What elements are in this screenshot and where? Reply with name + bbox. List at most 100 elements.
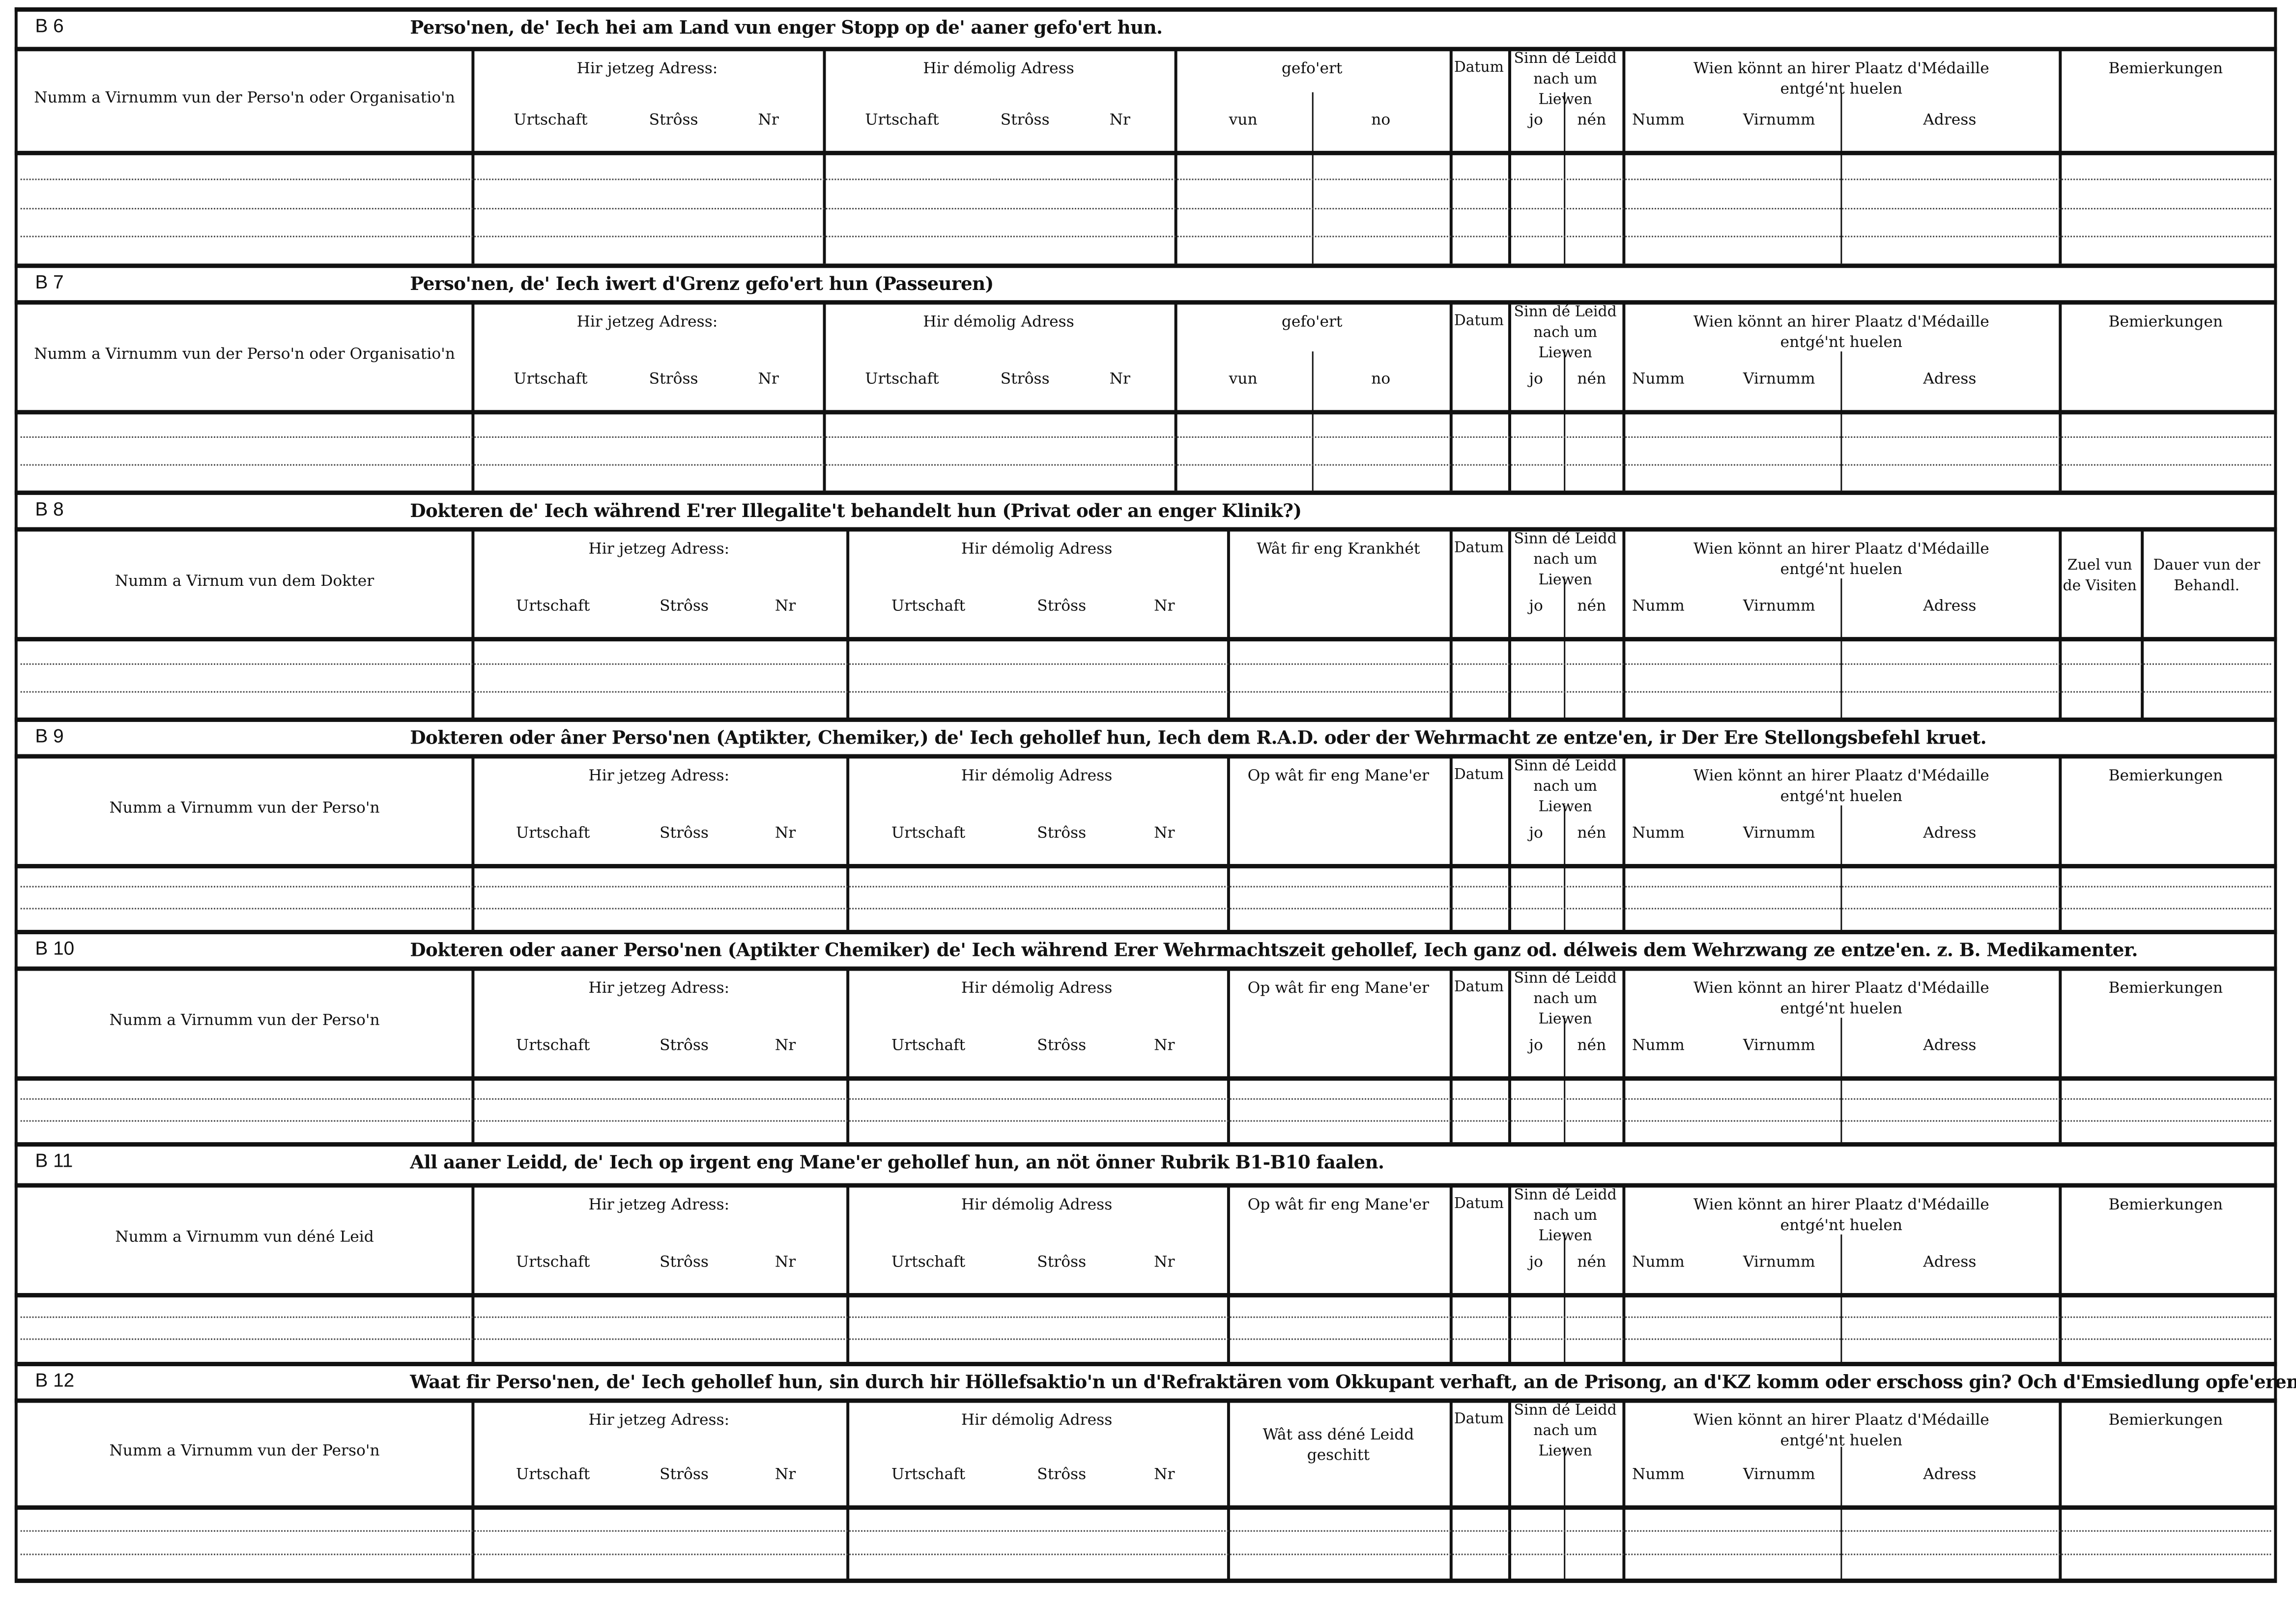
data-row-line[interactable] xyxy=(20,663,2271,665)
address-then-sub-nr: Nr xyxy=(1154,1466,1175,1484)
address-now-header: Hir jetzeg Adress: xyxy=(588,767,730,785)
address-now-sub-stross: Strôss xyxy=(649,370,698,388)
data-row-line[interactable] xyxy=(20,886,2271,888)
sinn-sub-nen: nén xyxy=(1577,1253,1607,1271)
column-divider xyxy=(1622,1401,1625,1579)
column-divider xyxy=(1227,757,1230,930)
name-column-header: Numm a Virnumm vun der Perso'n oder Orga… xyxy=(34,345,455,363)
section-title: Dokteren de' Iech während E'rer Illegali… xyxy=(410,499,1302,521)
sinn-header: Sinn dé Leidd nach um Liewen xyxy=(1514,1187,1617,1245)
address-now-header: Hir jetzeg Adress: xyxy=(576,60,718,78)
column-divider xyxy=(823,303,826,491)
sub-divider xyxy=(1840,92,1842,264)
data-row-line[interactable] xyxy=(20,1339,2271,1341)
column-divider xyxy=(1449,50,1452,264)
section-top-rule xyxy=(14,1142,2277,1147)
data-row-line[interactable] xyxy=(20,1098,2271,1100)
column-divider xyxy=(471,303,474,491)
data-row-line[interactable] xyxy=(20,179,2271,181)
left-border xyxy=(14,7,18,1579)
wien-sub-virnumm: Virnumm xyxy=(1743,370,1815,388)
address-then-header: Hir démolig Adress xyxy=(923,313,1074,331)
datum-header: Datum xyxy=(1454,540,1504,557)
section-code: B 9 xyxy=(35,724,64,747)
data-row-line[interactable] xyxy=(20,463,2271,465)
address-then-sub-urtschaft: Urtschaft xyxy=(891,824,966,842)
data-row-line[interactable] xyxy=(20,690,2271,692)
sinn-sub-nen: nén xyxy=(1577,597,1607,615)
bemierkungen-header: Bemierkungen xyxy=(2108,1196,2223,1214)
data-rule xyxy=(14,1505,2277,1510)
col4-header: Wât ass déné Leidd geschitt xyxy=(1263,1426,1414,1465)
data-row-line[interactable] xyxy=(20,436,2271,438)
wien-sub-adress: Adress xyxy=(1923,1036,1977,1055)
sub-divider xyxy=(1564,92,1565,264)
sinn-header: Sinn dé Leidd nach um Liewen xyxy=(1514,971,1617,1028)
address-now-sub-stross: Strôss xyxy=(660,597,709,615)
column-divider xyxy=(1227,530,1230,718)
data-row-line[interactable] xyxy=(20,1316,2271,1318)
section-code: B 7 xyxy=(35,271,64,293)
data-rule xyxy=(14,1076,2277,1081)
address-now-sub-urtschaft: Urtschaft xyxy=(514,370,588,388)
sub-divider xyxy=(1312,351,1313,491)
wien-header: Wien könnt an hirer Plaatz d'Médaille en… xyxy=(1693,1411,1989,1450)
column-divider xyxy=(1449,530,1452,718)
sinn-header: Sinn dé Leidd nach um Liewen xyxy=(1514,531,1617,589)
section-title: All aaner Leidd, de' Iech op irgent eng … xyxy=(410,1151,1384,1173)
datum-header: Datum xyxy=(1454,60,1504,76)
data-row-line[interactable] xyxy=(20,207,2271,209)
sinn-sub-nen: nén xyxy=(1577,1036,1607,1055)
address-then-header: Hir démolig Adress xyxy=(923,60,1074,78)
address-now-sub-stross: Strôss xyxy=(660,1253,709,1271)
data-row-line[interactable] xyxy=(20,1529,2271,1531)
data-row-line[interactable] xyxy=(20,908,2271,910)
column-divider xyxy=(1174,50,1177,264)
bottom-rule xyxy=(14,1579,2277,1583)
address-then-sub-stross: Strôss xyxy=(1037,1466,1087,1484)
header-rule xyxy=(14,1183,2277,1188)
column-divider xyxy=(1622,50,1625,264)
column-divider xyxy=(1449,757,1452,930)
section-top-rule xyxy=(14,263,2277,268)
section-code: B 11 xyxy=(35,1149,73,1172)
address-now-sub-stross: Strôss xyxy=(660,1036,709,1055)
address-then-sub-stross: Strôss xyxy=(1037,1253,1087,1271)
sinn-header: Sinn dé Leidd nach um Liewen xyxy=(1514,758,1617,816)
section-title: Perso'nen, de' Iech hei am Land vun enge… xyxy=(410,16,1163,38)
address-then-sub-stross: Strôss xyxy=(1000,370,1050,388)
sub-divider xyxy=(1840,1234,1842,1362)
section-top-rule xyxy=(14,1362,2277,1366)
sinn-sub-jo: jo xyxy=(1529,824,1543,842)
address-now-sub-stross: Strôss xyxy=(649,111,698,129)
address-then-header: Hir démolig Adress xyxy=(961,767,1113,785)
column-divider xyxy=(2059,50,2061,264)
wien-sub-virnumm: Virnumm xyxy=(1743,1036,1815,1055)
address-then-sub-urtschaft: Urtschaft xyxy=(891,1036,966,1055)
address-then-sub-nr: Nr xyxy=(1154,824,1175,842)
address-now-sub-nr: Nr xyxy=(775,597,796,615)
address-then-sub-stross: Strôss xyxy=(1037,1036,1087,1055)
bemierkungen-header: Bemierkungen xyxy=(2108,1411,2223,1430)
datum-header: Datum xyxy=(1454,313,1504,330)
address-then-header: Hir démolig Adress xyxy=(961,979,1113,998)
header-rule xyxy=(14,300,2277,305)
column-divider xyxy=(2059,303,2061,491)
address-now-sub-nr: Nr xyxy=(775,824,796,842)
data-row-line[interactable] xyxy=(20,235,2271,237)
column-divider xyxy=(2059,969,2061,1143)
data-rule xyxy=(14,637,2277,642)
section-title: Dokteren oder aaner Perso'nen (Aptikter … xyxy=(410,938,2138,961)
wien-sub-numm: Numm xyxy=(1632,370,1685,388)
data-row-line[interactable] xyxy=(20,1554,2271,1556)
data-row-line[interactable] xyxy=(20,1120,2271,1122)
address-now-sub-urtschaft: Urtschaft xyxy=(516,1466,590,1484)
sub-divider xyxy=(1564,805,1565,930)
sinn-header: Sinn dé Leidd nach um Liewen xyxy=(1514,304,1617,362)
address-then-sub-urtschaft: Urtschaft xyxy=(891,597,966,615)
bemierkungen-header: Bemierkungen xyxy=(2108,979,2223,998)
address-then-sub-urtschaft: Urtschaft xyxy=(865,370,939,388)
address-then-sub-urtschaft: Urtschaft xyxy=(865,111,939,129)
address-then-sub-stross: Strôss xyxy=(1037,824,1087,842)
